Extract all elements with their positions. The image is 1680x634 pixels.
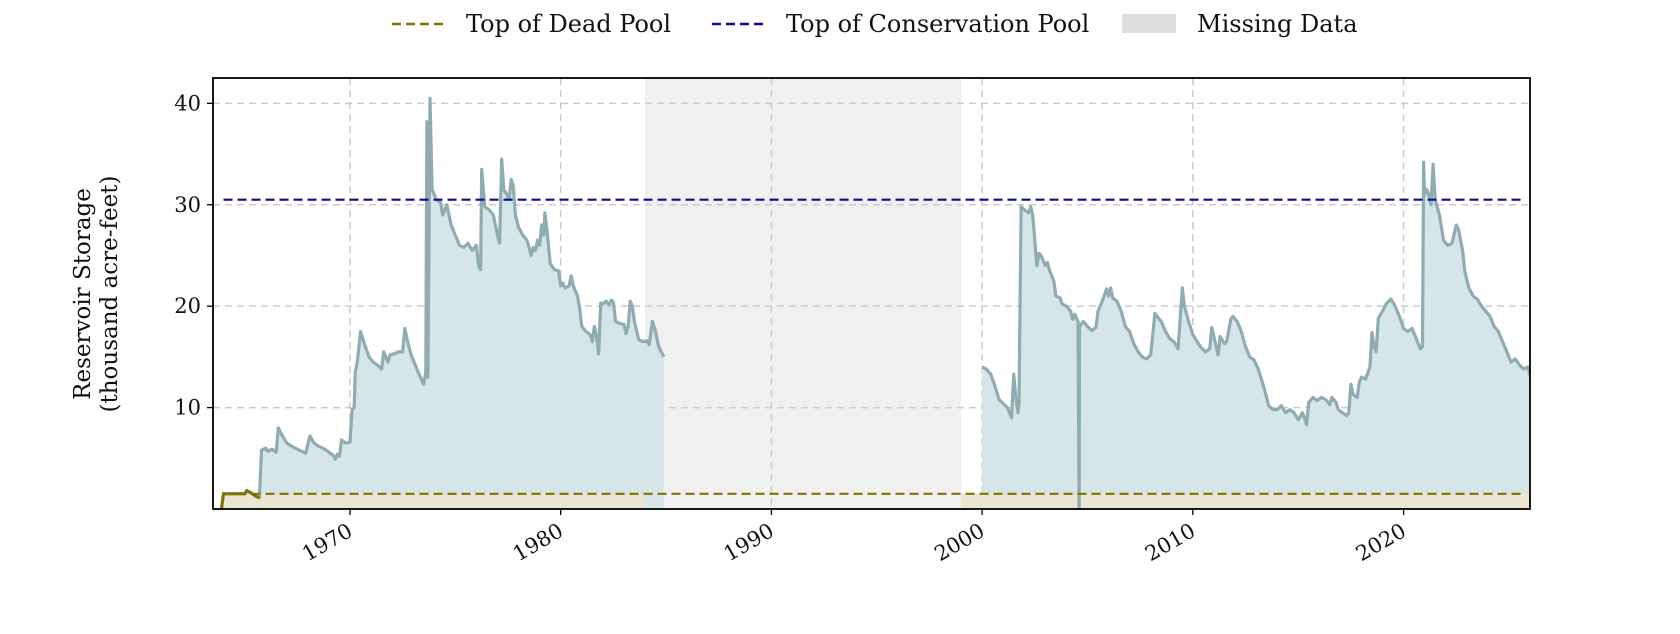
y-tick-label-10: 10 — [174, 396, 201, 420]
y-tick-label-40: 40 — [174, 91, 201, 115]
y-axis-label-line-0: Reservoir Storage — [70, 188, 96, 400]
storage-fill-segment-1 — [982, 162, 1530, 509]
legend-label-1: Top of Conservation Pool — [786, 10, 1089, 38]
dead-pool-band-1 — [961, 493, 1530, 509]
x-tick-label-2020: 2020 — [1352, 519, 1410, 567]
x-tick-label-1980: 1980 — [509, 519, 567, 567]
legend: Top of Dead Pool Top of Conservation Pool… — [392, 10, 1358, 38]
plot-frame — [212, 77, 1531, 510]
legend-swatch-2 — [1122, 14, 1176, 33]
missing-data-region-0 — [644, 78, 962, 509]
storage-line-segment-1 — [981, 160, 1530, 509]
plot-area — [213, 78, 1530, 509]
x-tick-label-2000: 2000 — [930, 519, 988, 567]
x-tick-label-1970: 1970 — [298, 519, 356, 567]
legend-label-2: Missing Data — [1197, 10, 1358, 38]
y-tick-label-30: 30 — [174, 193, 201, 217]
y-axis-label: Reservoir Storage(thousand acre-feet) — [70, 176, 123, 413]
plot-layer — [213, 78, 1530, 509]
y-axis-label-line-1: (thousand acre-feet) — [97, 176, 123, 413]
storage-line-segment-0 — [219, 96, 666, 509]
storage-fill-segment-0 — [221, 98, 664, 509]
x-tick-label-1990: 1990 — [720, 519, 778, 567]
dead-pool-band-0 — [223, 493, 645, 509]
x-tick-label-2010: 2010 — [1141, 519, 1199, 567]
y-tick-label-20: 20 — [174, 294, 201, 318]
legend-label-0: Top of Dead Pool — [466, 10, 671, 38]
